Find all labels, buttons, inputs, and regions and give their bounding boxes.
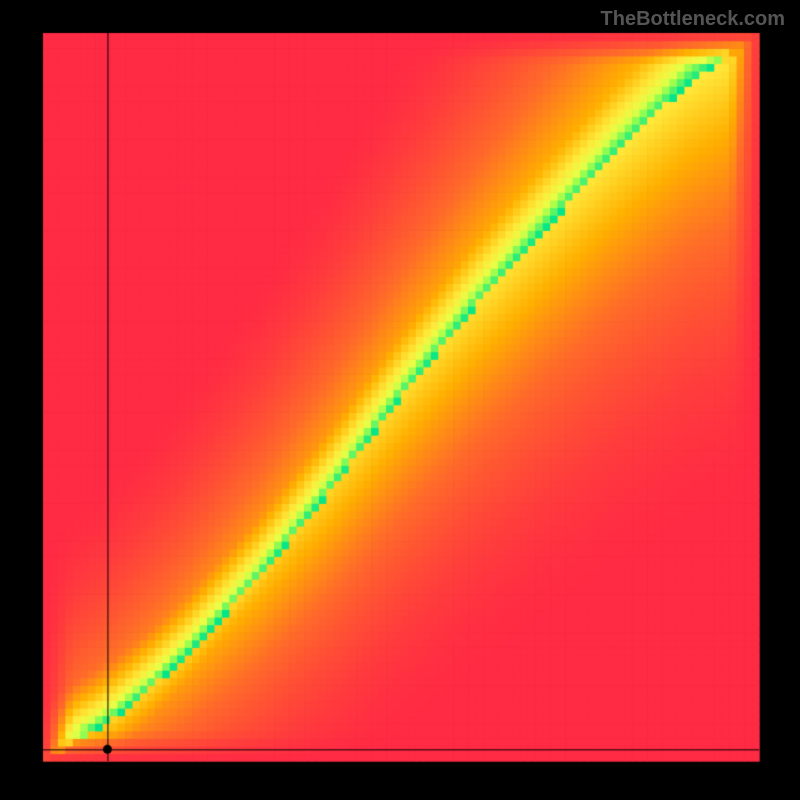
bottleneck-heatmap <box>0 0 800 800</box>
chart-container: TheBottleneck.com <box>0 0 800 800</box>
